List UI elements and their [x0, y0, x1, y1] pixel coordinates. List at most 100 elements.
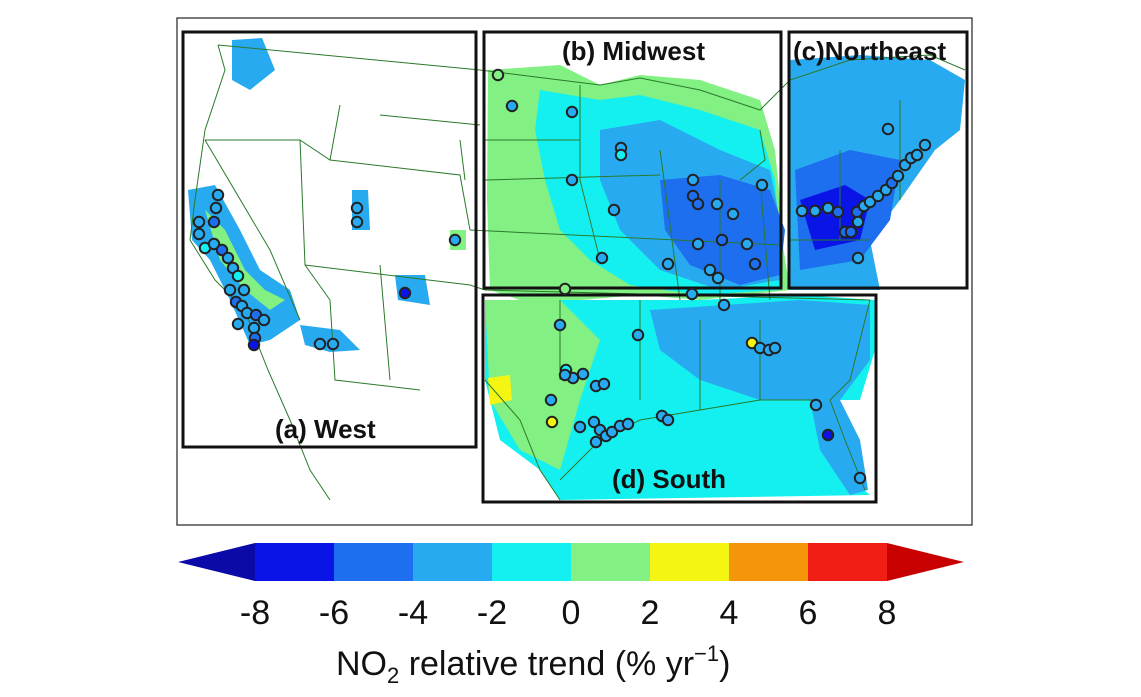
region-box-northeast	[787, 30, 969, 290]
colorbar-title-rest: relative trend (% yr	[399, 645, 694, 683]
colorbar-tick-label: 6	[799, 594, 818, 632]
station-marker	[768, 341, 782, 355]
station-marker	[821, 428, 835, 442]
station-marker	[871, 189, 885, 203]
station-marker	[691, 197, 705, 211]
station-marker	[247, 338, 261, 352]
station-marker	[711, 271, 725, 285]
colorbar-segment-2	[334, 543, 413, 581]
station-marker	[558, 368, 572, 382]
station-marker	[686, 173, 700, 187]
region-label-south: (d) South	[612, 464, 726, 494]
station-marker	[831, 205, 845, 219]
station-marker	[505, 99, 519, 113]
region-box-south	[481, 293, 878, 504]
florida-field	[810, 400, 868, 495]
colorbar-title: NO2 relative trend (% yr−1)	[336, 641, 730, 688]
station-marker	[209, 201, 223, 215]
station-marker	[715, 233, 729, 247]
station-marker	[703, 263, 717, 277]
station-marker	[257, 313, 271, 327]
station-marker	[710, 197, 724, 211]
colorbar-segment-8	[808, 543, 887, 581]
station-marker	[231, 317, 245, 331]
station-marker	[685, 287, 699, 301]
colorbar-segment-7	[729, 543, 808, 581]
station-marker	[910, 148, 924, 162]
region-label-west: (a) West	[275, 414, 376, 444]
colorbar-tick-label: -2	[477, 594, 507, 632]
colorbar-segment-5	[571, 543, 650, 581]
colorbar: -8 -6 -4 -2 0 2 4 6 8 NO2 relative trend…	[178, 543, 964, 688]
station-marker	[595, 251, 609, 265]
station-marker	[589, 435, 603, 449]
colorbar-tick-label: -8	[240, 594, 270, 632]
station-markers	[192, 68, 932, 485]
station-marker	[726, 207, 740, 221]
station-marker	[621, 417, 635, 431]
station-marker	[350, 201, 364, 215]
colorbar-tick-label: 2	[641, 594, 660, 632]
nw-patch	[232, 38, 275, 90]
station-marker	[918, 138, 932, 152]
colorbar-over-triangle	[887, 543, 964, 581]
station-marker	[237, 283, 251, 297]
station-marker	[207, 237, 221, 251]
region-boxes	[181, 30, 969, 504]
station-marker	[491, 68, 505, 82]
colorbar-tick-label: 4	[720, 594, 739, 632]
station-marker	[398, 286, 412, 300]
colorbar-segment-1	[255, 543, 334, 581]
station-marker	[661, 257, 675, 271]
station-marker	[755, 178, 769, 192]
station-marker	[207, 215, 221, 229]
colorbar-segment-6	[650, 543, 729, 581]
station-marker	[740, 237, 754, 251]
region-box-west	[181, 30, 478, 449]
station-marker	[247, 321, 261, 335]
station-marker	[863, 195, 877, 209]
station-marker	[223, 283, 237, 297]
station-marker	[587, 415, 601, 429]
region-label-midwest: (b) Midwest	[562, 36, 705, 66]
station-marker	[544, 393, 558, 407]
colorbar-tick-label: 0	[562, 594, 581, 632]
station-marker	[545, 415, 559, 429]
station-marker	[661, 413, 675, 427]
station-marker	[607, 203, 621, 217]
station-marker	[192, 227, 206, 241]
colorbar-segment-4	[492, 543, 571, 581]
station-marker	[851, 215, 865, 229]
station-marker	[795, 204, 809, 218]
station-marker	[881, 122, 895, 136]
texas-green	[485, 300, 600, 470]
colorbar-segment-3	[413, 543, 492, 581]
station-marker	[350, 215, 364, 229]
colorbar-tick-label: -6	[319, 594, 349, 632]
station-marker	[221, 251, 235, 265]
station-marker	[558, 282, 572, 296]
station-marker	[691, 237, 705, 251]
region-label-northeast: (c)Northeast	[793, 36, 946, 66]
station-marker	[192, 215, 206, 229]
station-marker	[231, 269, 245, 283]
texas-yellow	[488, 375, 512, 405]
station-marker	[448, 233, 462, 247]
station-marker	[614, 148, 628, 162]
station-marker	[851, 251, 865, 265]
colorbar-tick-label: -4	[398, 594, 428, 632]
colorbar-title-subscript: 2	[387, 663, 399, 688]
station-marker	[605, 425, 619, 439]
colorbar-title-close: )	[719, 645, 730, 683]
station-marker	[565, 173, 579, 187]
station-marker	[326, 337, 340, 351]
region-box-midwest	[482, 30, 783, 290]
station-marker	[313, 337, 327, 351]
midwest-deep	[660, 175, 785, 285]
station-marker	[573, 420, 587, 434]
station-marker	[853, 471, 867, 485]
colorbar-title-main: NO	[336, 645, 387, 683]
station-marker	[565, 105, 579, 119]
colorbar-tick-label: 8	[878, 594, 897, 632]
